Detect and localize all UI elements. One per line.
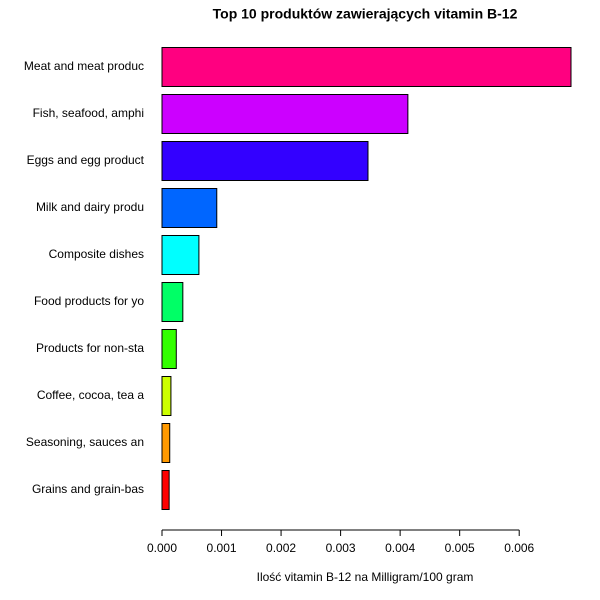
y-tick-label: Milk and dairy produ <box>36 200 144 214</box>
x-axis-label: Ilość vitamin B-12 na Milligram/100 gram <box>257 570 474 584</box>
bar <box>161 187 218 229</box>
chart-title: Top 10 produktów zawierających vitamin B… <box>213 6 518 22</box>
y-tick-label: Products for non-sta <box>36 341 144 355</box>
y-tick-label: Seasoning, sauces an <box>26 435 144 449</box>
bar <box>161 46 572 88</box>
x-tick-label: 0.006 <box>504 541 534 555</box>
bar <box>161 140 369 182</box>
x-tick-label: 0.004 <box>385 541 415 555</box>
bar <box>161 469 170 511</box>
bar <box>161 93 409 135</box>
bar <box>161 234 200 276</box>
y-tick-label: Fish, seafood, amphi <box>33 106 144 120</box>
x-tick-label: 0.000 <box>147 541 177 555</box>
y-tick-label: Food products for yo <box>34 294 144 308</box>
bar <box>161 375 172 417</box>
x-tick-label: 0.002 <box>266 541 296 555</box>
bar <box>161 422 171 464</box>
x-tick-label: 0.003 <box>326 541 356 555</box>
bar <box>161 281 184 323</box>
bar <box>161 328 177 370</box>
y-tick-label: Eggs and egg product <box>27 153 145 167</box>
y-tick-label: Composite dishes <box>49 247 144 261</box>
y-tick-label: Meat and meat produc <box>24 59 144 73</box>
x-tick-label: 0.001 <box>207 541 237 555</box>
x-tick-label: 0.005 <box>445 541 475 555</box>
y-tick-label: Grains and grain-bas <box>32 482 144 496</box>
y-tick-label: Coffee, cocoa, tea a <box>37 388 145 402</box>
